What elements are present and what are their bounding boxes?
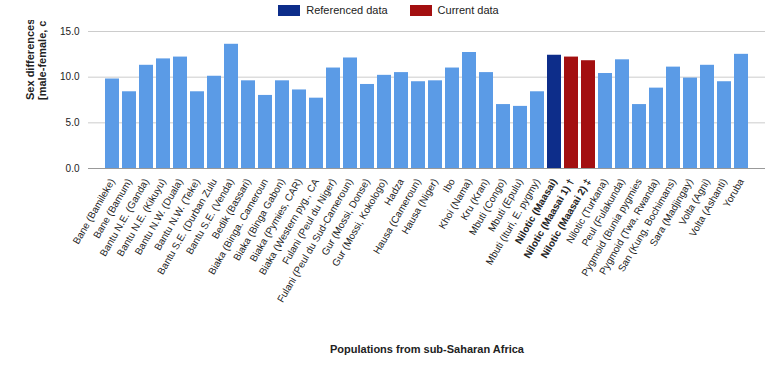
svg-text:Khoi (Nama): Khoi (Nama) (436, 176, 474, 231)
svg-text:Hausa (Cameroun): Hausa (Cameroun) (371, 176, 423, 256)
svg-text:Kru (Kran): Kru (Kran) (458, 176, 491, 222)
svg-text:Biaka (Pymies, CAR): Biaka (Pymies, CAR) (247, 176, 304, 264)
svg-text:Gur (Mossi, Kokologo): Gur (Mossi, Kokologo) (329, 176, 389, 269)
svg-text:Bane (Bamum): Bane (Bamum) (90, 176, 134, 241)
svg-text:Fulani (Peul du Niger): Fulani (Peul du Niger) (279, 176, 338, 267)
svg-text:Bantu N.W. (Teke): Bantu N.W. (Teke) (151, 176, 202, 253)
svg-text:Pygmoid (Bunia pygmies: Pygmoid (Bunia pygmies (579, 176, 644, 278)
svg-text:15.0: 15.0 (60, 26, 80, 37)
html-text:Current data: Current data (437, 4, 499, 16)
svg-text:10.0: 10.0 (60, 71, 80, 82)
svg-text:Peul (Fulakunda): Peul (Fulakunda) (579, 176, 627, 249)
svg-text:Biaka (Binga Gabon): Biaka (Binga Gabon) (231, 176, 287, 263)
svg-text:Sara (Madjingay): Sara (Madjingay) (647, 176, 695, 249)
svg-text:Nilotic (Maasai): Nilotic (Maasai) (512, 176, 559, 246)
svg-text:Fulani (Peul du Sud-Cameroun): Fulani (Peul du Sud-Cameroun) (274, 176, 355, 305)
svg-text:Ibo: Ibo (441, 176, 458, 194)
svg-text:Yoruba: Yoruba (721, 176, 746, 209)
svg-text:Bantu N.E. (Ganda): Bantu N.E. (Ganda) (97, 176, 151, 259)
svg-text:Bantu N.W. (Duala): Bantu N.W. (Duala) (132, 176, 185, 257)
svg-text:Mbuti (Congo): Mbuti (Congo) (466, 176, 508, 237)
svg-text:Nilotic (Turkana): Nilotic (Turkana) (564, 176, 610, 246)
svg-text:Populations from sub-Saharan A: Populations from sub-Saharan Africa (330, 343, 525, 355)
svg-text:Nilotic (Maasai 1) †: Nilotic (Maasai 1) † (521, 176, 576, 261)
svg-text:Volta (Ashanti): Volta (Ashanti) (687, 177, 729, 239)
html-text:Referenced data: Referenced data (306, 4, 388, 16)
svg-text:Bane (Bamileke): Bane (Bamileke) (70, 176, 117, 247)
svg-text:Bantu S.E. (Durban Zulu: Bantu S.E. (Durban Zulu (155, 176, 219, 277)
svg-text:5.0: 5.0 (66, 117, 80, 128)
svg-text:Biaka (Binga. Cameroun: Biaka (Binga. Cameroun (206, 176, 270, 277)
svg-text:Gur (Mossi, Donse): Gur (Mossi, Donse) (319, 176, 372, 258)
svg-text:Nilotic (Maasai 2) ‡: Nilotic (Maasai 2) ‡ (538, 176, 593, 261)
svg-text:Bantu S.E. (Venda): Bantu S.E. (Venda) (183, 176, 236, 257)
svg-text:Pygmoid (Twa, Rwanda): Pygmoid (Twa, Rwanda) (597, 176, 661, 277)
svg-text:Hadza: Hadza (382, 176, 406, 208)
svg-text:Sex differences in body height: Sex differences in body height[male-fema… (24, 20, 48, 100)
svg-text:Mbuti (Ituri, E. pygmy): Mbuti (Ituri, E. pygmy) (483, 176, 542, 267)
svg-text:0.0: 0.0 (66, 163, 80, 174)
svg-text:Volta (Agni): Volta (Agni) (676, 176, 712, 227)
svg-text:Bedik (Bassari): Bedik (Bassari) (209, 176, 253, 241)
svg-text:Mbuti (Epulu): Mbuti (Epulu) (485, 176, 525, 234)
svg-text:Biaka (Western pyg., CA: Biaka (Western pyg., CA (256, 176, 321, 277)
svg-text:Hausa (Niger): Hausa (Niger) (399, 177, 440, 236)
svg-text:San (Kung, Bochimans): San (Kung, Bochimans) (615, 176, 678, 274)
svg-text:Bantu N.E. (Kikuyu): Bantu N.E. (Kikuyu) (114, 176, 168, 259)
